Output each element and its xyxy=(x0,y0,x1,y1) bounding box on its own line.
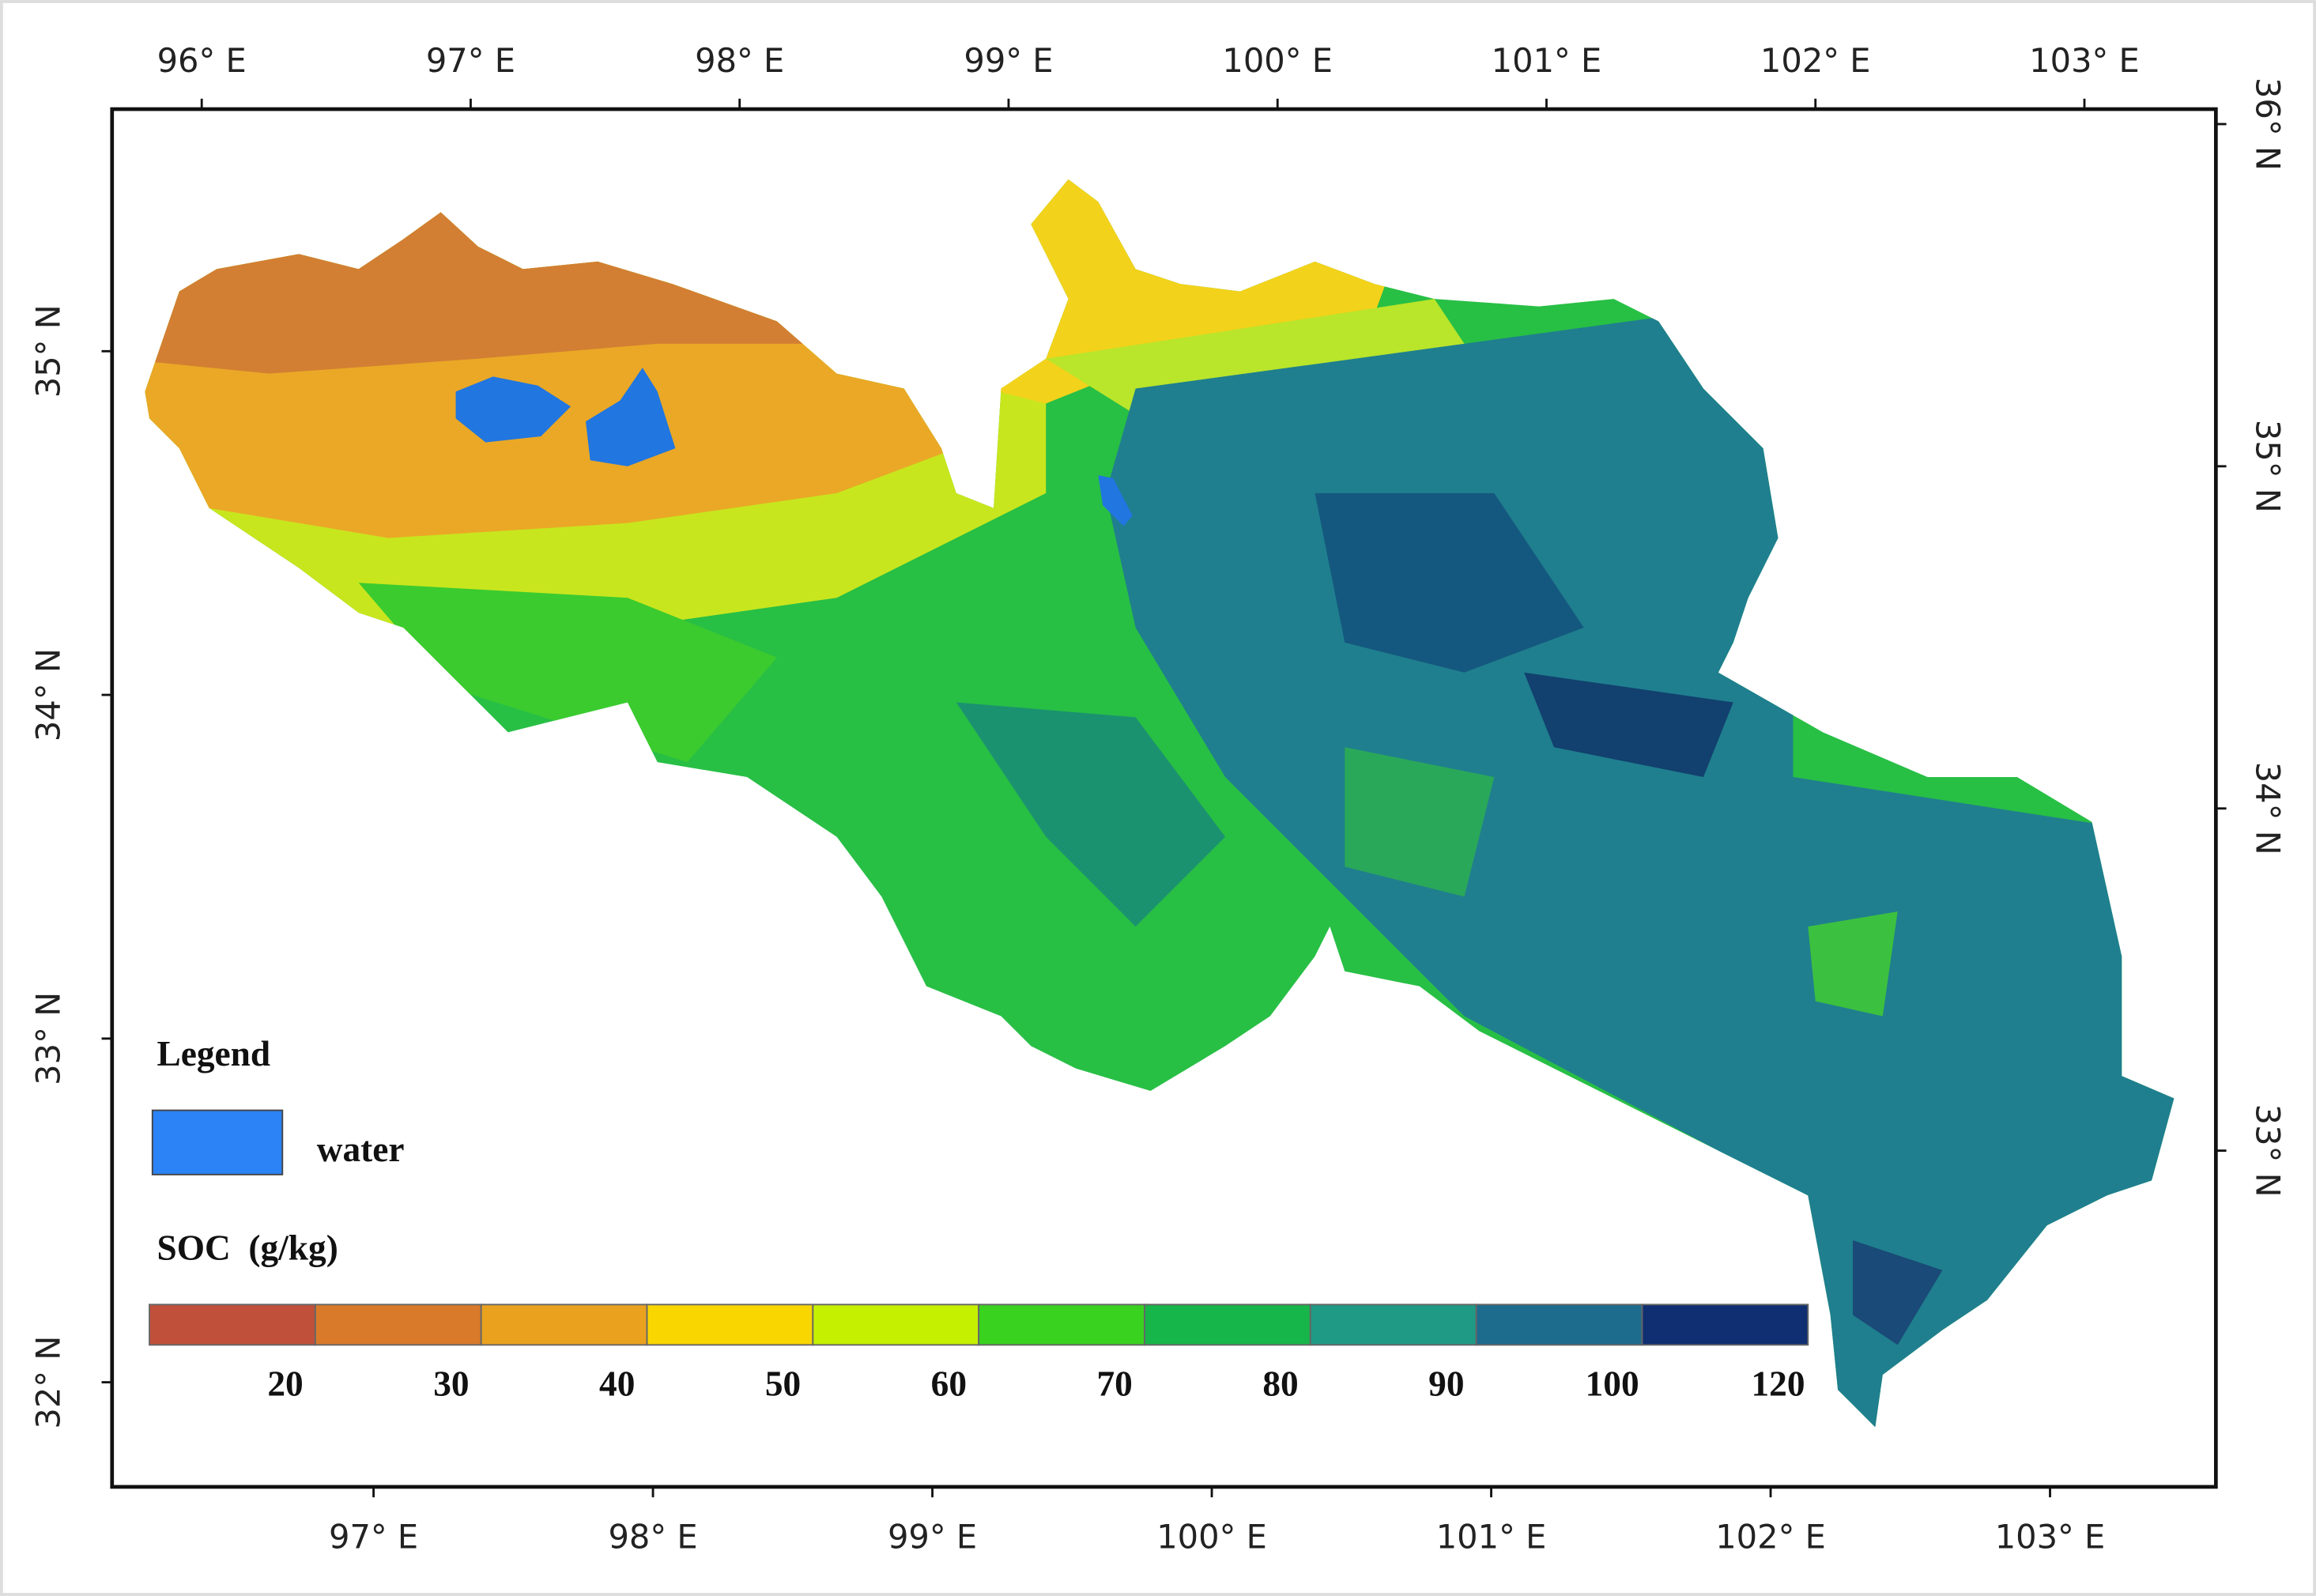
graticule-labels: 96° E 97° E 98° E 99° E 100° E 101° E 102° E 10… xyxy=(29,41,2288,1556)
color-class xyxy=(812,1304,980,1346)
class-label: 100 xyxy=(1586,1364,1639,1404)
class-label: 20 xyxy=(267,1364,303,1404)
color-class xyxy=(978,1304,1145,1346)
legend: Legend water SOC (g/kg) 20 30 40 50 60 70 80 90… xyxy=(149,1034,1809,1404)
right-tick-label: 36° N xyxy=(2248,77,2287,171)
color-bar: 20 30 40 50 60 70 80 90 100 120 xyxy=(149,1304,1809,1404)
left-tick-label: 35° N xyxy=(29,304,68,398)
class-label: 120 xyxy=(1751,1364,1805,1404)
class-label: 80 xyxy=(1262,1364,1298,1404)
top-tick-label: 98° E xyxy=(695,41,784,80)
top-tick-label: 99° E xyxy=(964,41,1053,80)
top-tick-label: 102° E xyxy=(1760,41,1871,80)
water-label: water xyxy=(317,1130,405,1169)
right-tick-label: 33° N xyxy=(2248,1104,2287,1198)
top-tick-label: 100° E xyxy=(1222,41,1333,80)
color-class xyxy=(646,1304,814,1346)
legend-title: Legend xyxy=(157,1034,270,1073)
class-label: 40 xyxy=(599,1364,635,1404)
left-tick-label: 33° N xyxy=(29,992,68,1085)
bottom-tick-label: 102° E xyxy=(1715,1517,1826,1556)
color-class xyxy=(480,1304,648,1346)
water-body xyxy=(455,376,571,443)
class-label: 70 xyxy=(1097,1364,1133,1404)
water-swatch xyxy=(151,1109,284,1175)
bottom-tick-label: 99° E xyxy=(888,1517,977,1556)
bottom-tick-label: 98° E xyxy=(608,1517,697,1556)
bottom-tick-label: 101° E xyxy=(1436,1517,1547,1556)
bottom-tick-label: 100° E xyxy=(1156,1517,1267,1556)
water-body xyxy=(586,368,676,466)
right-tick-label: 34° N xyxy=(2248,762,2287,855)
top-tick-label: 97° E xyxy=(426,41,515,80)
bottom-tick-label: 97° E xyxy=(329,1517,418,1556)
top-tick-label: 96° E xyxy=(157,41,247,80)
class-label: 90 xyxy=(1428,1364,1464,1404)
class-label: 30 xyxy=(433,1364,469,1404)
color-class xyxy=(1641,1304,1809,1346)
class-label: 60 xyxy=(931,1364,967,1404)
color-class xyxy=(314,1304,482,1346)
color-class xyxy=(149,1304,316,1346)
color-class xyxy=(1144,1304,1311,1346)
class-label: 50 xyxy=(765,1364,801,1404)
right-tick-label: 35° N xyxy=(2248,420,2287,513)
map-frame xyxy=(110,107,2218,1489)
bottom-tick-label: 103° E xyxy=(1995,1517,2106,1556)
top-tick-label: 103° E xyxy=(2029,41,2140,80)
top-tick-label: 101° E xyxy=(1492,41,1602,80)
water-body xyxy=(1098,475,1133,526)
left-tick-label: 32° N xyxy=(29,1336,68,1429)
color-class xyxy=(1309,1304,1477,1346)
left-tick-label: 34° N xyxy=(29,648,68,741)
color-class xyxy=(1475,1304,1643,1346)
scale-title: SOC (g/kg) xyxy=(157,1228,338,1268)
